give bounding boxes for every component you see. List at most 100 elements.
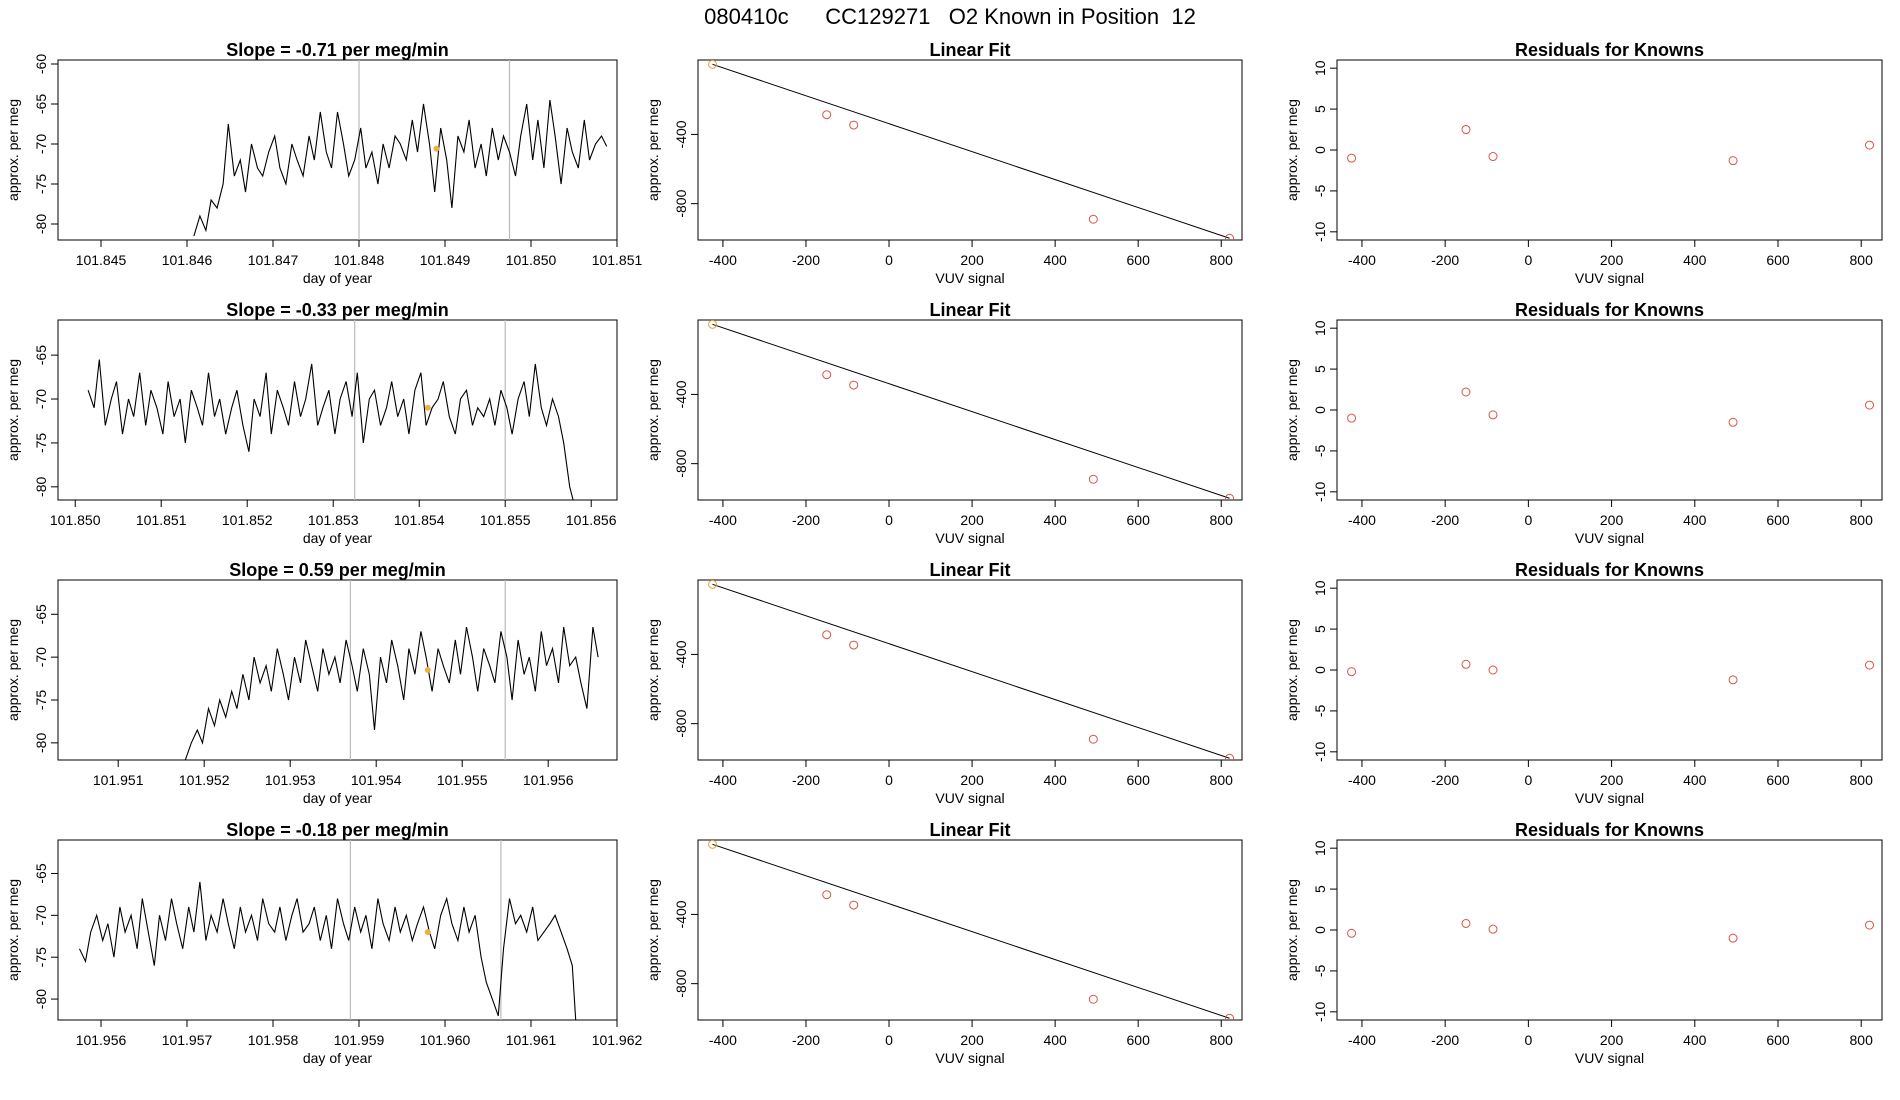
residuals-1-x-tick-label: 800 (1850, 252, 1874, 268)
time-series-1-y-tick-label: -60 (33, 54, 49, 74)
residuals-3-y-tick-label: 0 (1312, 666, 1328, 674)
time-series-1-y-tick-label: -65 (33, 94, 49, 114)
residuals-2-y-label: approx. per meg (1284, 359, 1300, 461)
residuals-2-y-tick-label: 10 (1312, 320, 1328, 336)
residuals-3-y-tick-label: 5 (1312, 625, 1328, 633)
linear-fit-2-x-tick-label: 200 (960, 512, 984, 528)
time-series-4-series-line (79, 881, 577, 1020)
time-series-2-x-tick-label: 101.853 (308, 512, 359, 528)
residuals-1-x-tick-label: -200 (1431, 252, 1459, 268)
residuals-1-x-tick-label: 400 (1683, 252, 1707, 268)
linear-fit-2-x-tick-label: 0 (885, 512, 893, 528)
linear-fit-4-data-point (1088, 994, 1098, 1004)
residuals-2-x-tick-label: 400 (1683, 512, 1707, 528)
linear-fit-3-x-tick-label: -400 (709, 772, 737, 788)
linear-fit-4-y-tick-label: -400 (673, 900, 689, 928)
residuals-2-x-tick-label: -400 (1348, 512, 1376, 528)
time-series-3-title: Slope = 0.59 per meg/min (229, 560, 446, 580)
residuals-2-x-tick-label: 0 (1524, 512, 1532, 528)
time-series-1-series-line (193, 99, 608, 237)
linear-fit-3-fit-line (712, 583, 1230, 759)
time-series-3-y-tick-label: -70 (33, 647, 49, 667)
linear-fit-3-data-point (849, 640, 859, 650)
residuals-2-data-point (1461, 387, 1471, 397)
linear-fit-1-x-tick-label: 800 (1210, 252, 1234, 268)
residuals-2-x-label: VUV signal (1575, 530, 1644, 546)
residuals-3-x-tick-label: 200 (1600, 772, 1624, 788)
residuals-4-x-tick-label: 600 (1766, 1032, 1790, 1048)
residuals-4-data-point (1865, 920, 1875, 930)
linear-fit-3-x-label: VUV signal (935, 790, 1004, 806)
residuals-2-x-tick-label: 600 (1766, 512, 1790, 528)
time-series-2-x-tick-label: 101.850 (50, 512, 101, 528)
residuals-4-frame (1336, 839, 1883, 1021)
residuals-2-marks (1347, 387, 1875, 427)
residuals-4-y-tick-label: 0 (1312, 926, 1328, 934)
linear-fit-2-data-point (849, 380, 859, 390)
residuals-2-x-tick-label: -200 (1431, 512, 1459, 528)
linear-fit-4-title: Linear Fit (929, 820, 1010, 840)
residuals-2-frame (1336, 319, 1883, 501)
linear-fit-4-y-label: approx. per meg (645, 879, 661, 981)
linear-fit-2-y-tick-label: -800 (673, 449, 689, 477)
residuals-2-panel: Residuals for Knowns -400 -200 0 200 400 600 80… (1284, 300, 1883, 546)
residuals-4-panel: Residuals for Knowns -400 -200 0 200 400 600 80… (1284, 820, 1883, 1066)
time-series-4-y-tick-label: -80 (33, 989, 49, 1009)
linear-fit-3-data-point (708, 580, 718, 589)
time-series-1-x-tick-label: 101.849 (420, 252, 471, 268)
linear-fit-3-x-tick-label: 400 (1043, 772, 1067, 788)
residuals-3-x-tick-label: 800 (1850, 772, 1874, 788)
linear-fit-4-data-point (822, 890, 832, 900)
residuals-4-x-tick-label: -400 (1348, 1032, 1376, 1048)
residuals-2-y-tick-label: -5 (1312, 444, 1328, 457)
linear-fit-4-x-tick-label: -200 (792, 1032, 820, 1048)
residuals-2-data-point (1488, 410, 1498, 420)
linear-fit-1-x-tick-label: -200 (792, 252, 820, 268)
time-series-2-x-tick-label: 101.852 (222, 512, 273, 528)
residuals-1-panel: Residuals for Knowns -400 -200 0 200 400 600 80… (1284, 40, 1883, 286)
linear-fit-3-x-tick-label: 0 (885, 772, 893, 788)
linear-fit-2-title: Linear Fit (929, 300, 1010, 320)
linear-fit-2-data-point (708, 320, 718, 329)
time-series-1-x-tick-label: 101.845 (76, 252, 127, 268)
time-series-1-y-tick-label: -75 (33, 174, 49, 194)
linear-fit-1-data-point (849, 120, 859, 130)
linear-fit-1-y-tick-label: -800 (673, 189, 689, 217)
residuals-3-marks (1347, 659, 1875, 685)
linear-fit-4-x-label: VUV signal (935, 1050, 1004, 1066)
residuals-4-x-tick-label: 0 (1524, 1032, 1532, 1048)
time-series-1-x-tick-label: 101.847 (248, 252, 299, 268)
residuals-4-y-tick-label: 10 (1312, 840, 1328, 856)
linear-fit-4-x-tick-label: -400 (709, 1032, 737, 1048)
residuals-2-data-point (1728, 417, 1738, 427)
residuals-2-x-tick-label: 200 (1600, 512, 1624, 528)
time-series-4-y-tick-label: -75 (33, 947, 49, 967)
linear-fit-1-data-point (822, 110, 832, 120)
linear-fit-1-x-tick-label: 600 (1127, 252, 1151, 268)
residuals-1-data-point (1488, 152, 1498, 162)
figure-title: 080410c CC129271 O2 Known in Position 12 (704, 4, 1196, 29)
residuals-3-y-tick-label: -5 (1312, 704, 1328, 717)
residuals-1-x-tick-label: -400 (1348, 252, 1376, 268)
residuals-2-data-point (1347, 413, 1357, 423)
linear-fit-1-data-point (1225, 233, 1235, 240)
residuals-3-x-tick-label: 400 (1683, 772, 1707, 788)
time-series-3-x-tick-label: 101.951 (93, 772, 144, 788)
time-series-2-mean-marker (424, 404, 431, 411)
time-series-2-x-tick-label: 101.856 (566, 512, 617, 528)
residuals-4-data-point (1461, 918, 1471, 928)
time-series-3-mean-marker (424, 667, 431, 673)
linear-fit-2-x-label: VUV signal (935, 530, 1004, 546)
time-series-1-x-tick-label: 101.848 (334, 252, 385, 268)
residuals-1-title: Residuals for Knowns (1515, 40, 1704, 60)
linear-fit-2-data-point (822, 370, 832, 380)
residuals-3-data-point (1865, 660, 1875, 670)
linear-fit-1-x-tick-label: 200 (960, 252, 984, 268)
residuals-2-title: Residuals for Knowns (1515, 300, 1704, 320)
time-series-2-y-tick-label: -80 (33, 476, 49, 496)
time-series-4-frame (57, 839, 618, 1021)
linear-fit-2-panel: Linear Fit -400 -200 0 200 400 600 800 VUV signa… (645, 300, 1243, 546)
residuals-3-data-point (1347, 667, 1357, 677)
time-series-4-y-label: approx. per meg (5, 879, 21, 981)
linear-fit-4-panel: Linear Fit -400 -200 0 200 400 600 800 VUV signa… (645, 820, 1243, 1066)
